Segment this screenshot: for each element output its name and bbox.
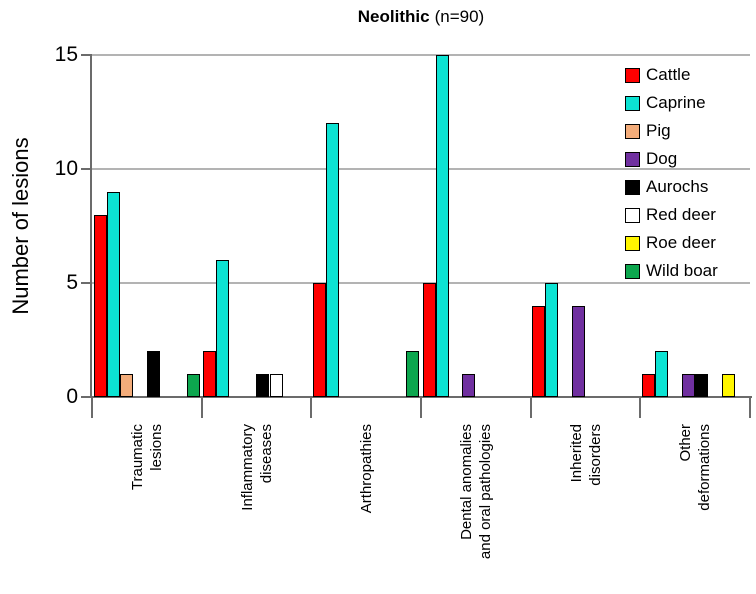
legend-swatch-roe-deer: [625, 235, 640, 251]
gridline: [92, 168, 750, 170]
y-axis-tick: [81, 282, 92, 284]
legend: Cattle Caprine Pig Dog Aurochs Red deer Roe de…: [612, 61, 754, 285]
bar-cattle-cat5: [532, 306, 545, 397]
chart-title-count: (n=90): [434, 7, 485, 26]
bar-roe-deer-cat6: [722, 374, 735, 397]
category-label: Other deformations: [677, 424, 713, 511]
category-boundary-tick: [91, 397, 93, 418]
bar-caprine-cat4: [436, 55, 449, 397]
y-tick-label: 10: [54, 157, 78, 180]
legend-label: Caprine: [646, 93, 706, 112]
bar-dog-cat5: [572, 306, 585, 397]
legend-swatch-wild-boar: [625, 263, 640, 279]
y-tick-label: 0: [66, 385, 78, 408]
bar-cattle-cat3: [313, 283, 326, 397]
legend-item: Cattle: [612, 61, 754, 89]
legend-swatch-pig: [625, 123, 640, 139]
bar-caprine-cat5: [545, 283, 558, 397]
legend-item: Pig: [612, 117, 754, 145]
bar-red-deer-cat2: [270, 374, 283, 397]
category-boundary-tick: [201, 397, 203, 418]
y-axis-tick: [81, 168, 92, 170]
y-axis-tick: [81, 396, 92, 398]
legend-swatch-caprine: [625, 95, 640, 111]
category-label: Dental anomalies and oral pathologies: [458, 424, 494, 560]
bar-pig-cat1: [120, 374, 133, 397]
legend-label: Roe deer: [646, 233, 716, 252]
category-boundary-tick: [420, 397, 422, 418]
bar-cattle-cat1: [94, 215, 107, 397]
legend-item: Aurochs: [612, 173, 754, 201]
legend-item: Red deer: [612, 201, 754, 229]
bar-wild-boar-cat1: [187, 374, 200, 397]
legend-label: Pig: [646, 121, 671, 140]
y-axis-title: Number of lesions: [8, 137, 33, 315]
legend-item: Wild boar: [612, 257, 754, 285]
category-boundary-tick: [310, 397, 312, 418]
legend-item: Roe deer: [612, 229, 754, 257]
legend-label: Dog: [646, 149, 678, 168]
legend-label: Cattle: [646, 65, 691, 84]
y-tick-label: 5: [66, 271, 78, 294]
legend-item: Dog: [612, 145, 754, 173]
bar-caprine-cat1: [107, 192, 120, 397]
gridline: [92, 282, 750, 284]
bar-cattle-cat2: [203, 351, 216, 397]
category-boundary-tick: [749, 397, 751, 418]
legend-swatch-aurochs: [625, 179, 640, 195]
legend-swatch-cattle: [625, 67, 640, 83]
category-label: Arthropathies: [358, 424, 375, 514]
category-label: Inflammatory diseases: [239, 424, 275, 511]
bar-dog-cat4: [462, 374, 475, 397]
bar-caprine-cat2: [216, 260, 229, 397]
category-boundary-tick: [530, 397, 532, 418]
y-axis-tick: [81, 54, 92, 56]
category-label: Inherited disorders: [568, 424, 604, 486]
bar-cattle-cat6: [642, 374, 655, 397]
legend-label: Wild boar: [646, 261, 718, 280]
category-boundary-tick: [639, 397, 641, 418]
chart-title: Neolithic (n=90): [92, 7, 750, 27]
category-label: Traumatic lesions: [129, 424, 165, 491]
bar-cattle-cat4: [423, 283, 436, 397]
legend-swatch-red-deer: [625, 207, 640, 223]
bar-aurochs-cat2: [256, 374, 269, 397]
legend-swatch-dog: [625, 151, 640, 167]
legend-item: Caprine: [612, 89, 754, 117]
bar-caprine-cat6: [655, 351, 668, 397]
y-tick-label: 15: [54, 43, 78, 66]
bar-wild-boar-cat3: [406, 351, 419, 397]
legend-label: Aurochs: [646, 177, 709, 196]
legend-label: Red deer: [646, 205, 716, 224]
bar-aurochs-cat1: [147, 351, 160, 397]
bar-dog-cat6: [682, 374, 695, 397]
bar-caprine-cat3: [326, 123, 339, 397]
bar-aurochs-cat6: [695, 374, 708, 397]
y-axis-line: [90, 54, 92, 398]
chart-title-main: Neolithic: [357, 7, 430, 26]
gridline: [92, 54, 750, 56]
